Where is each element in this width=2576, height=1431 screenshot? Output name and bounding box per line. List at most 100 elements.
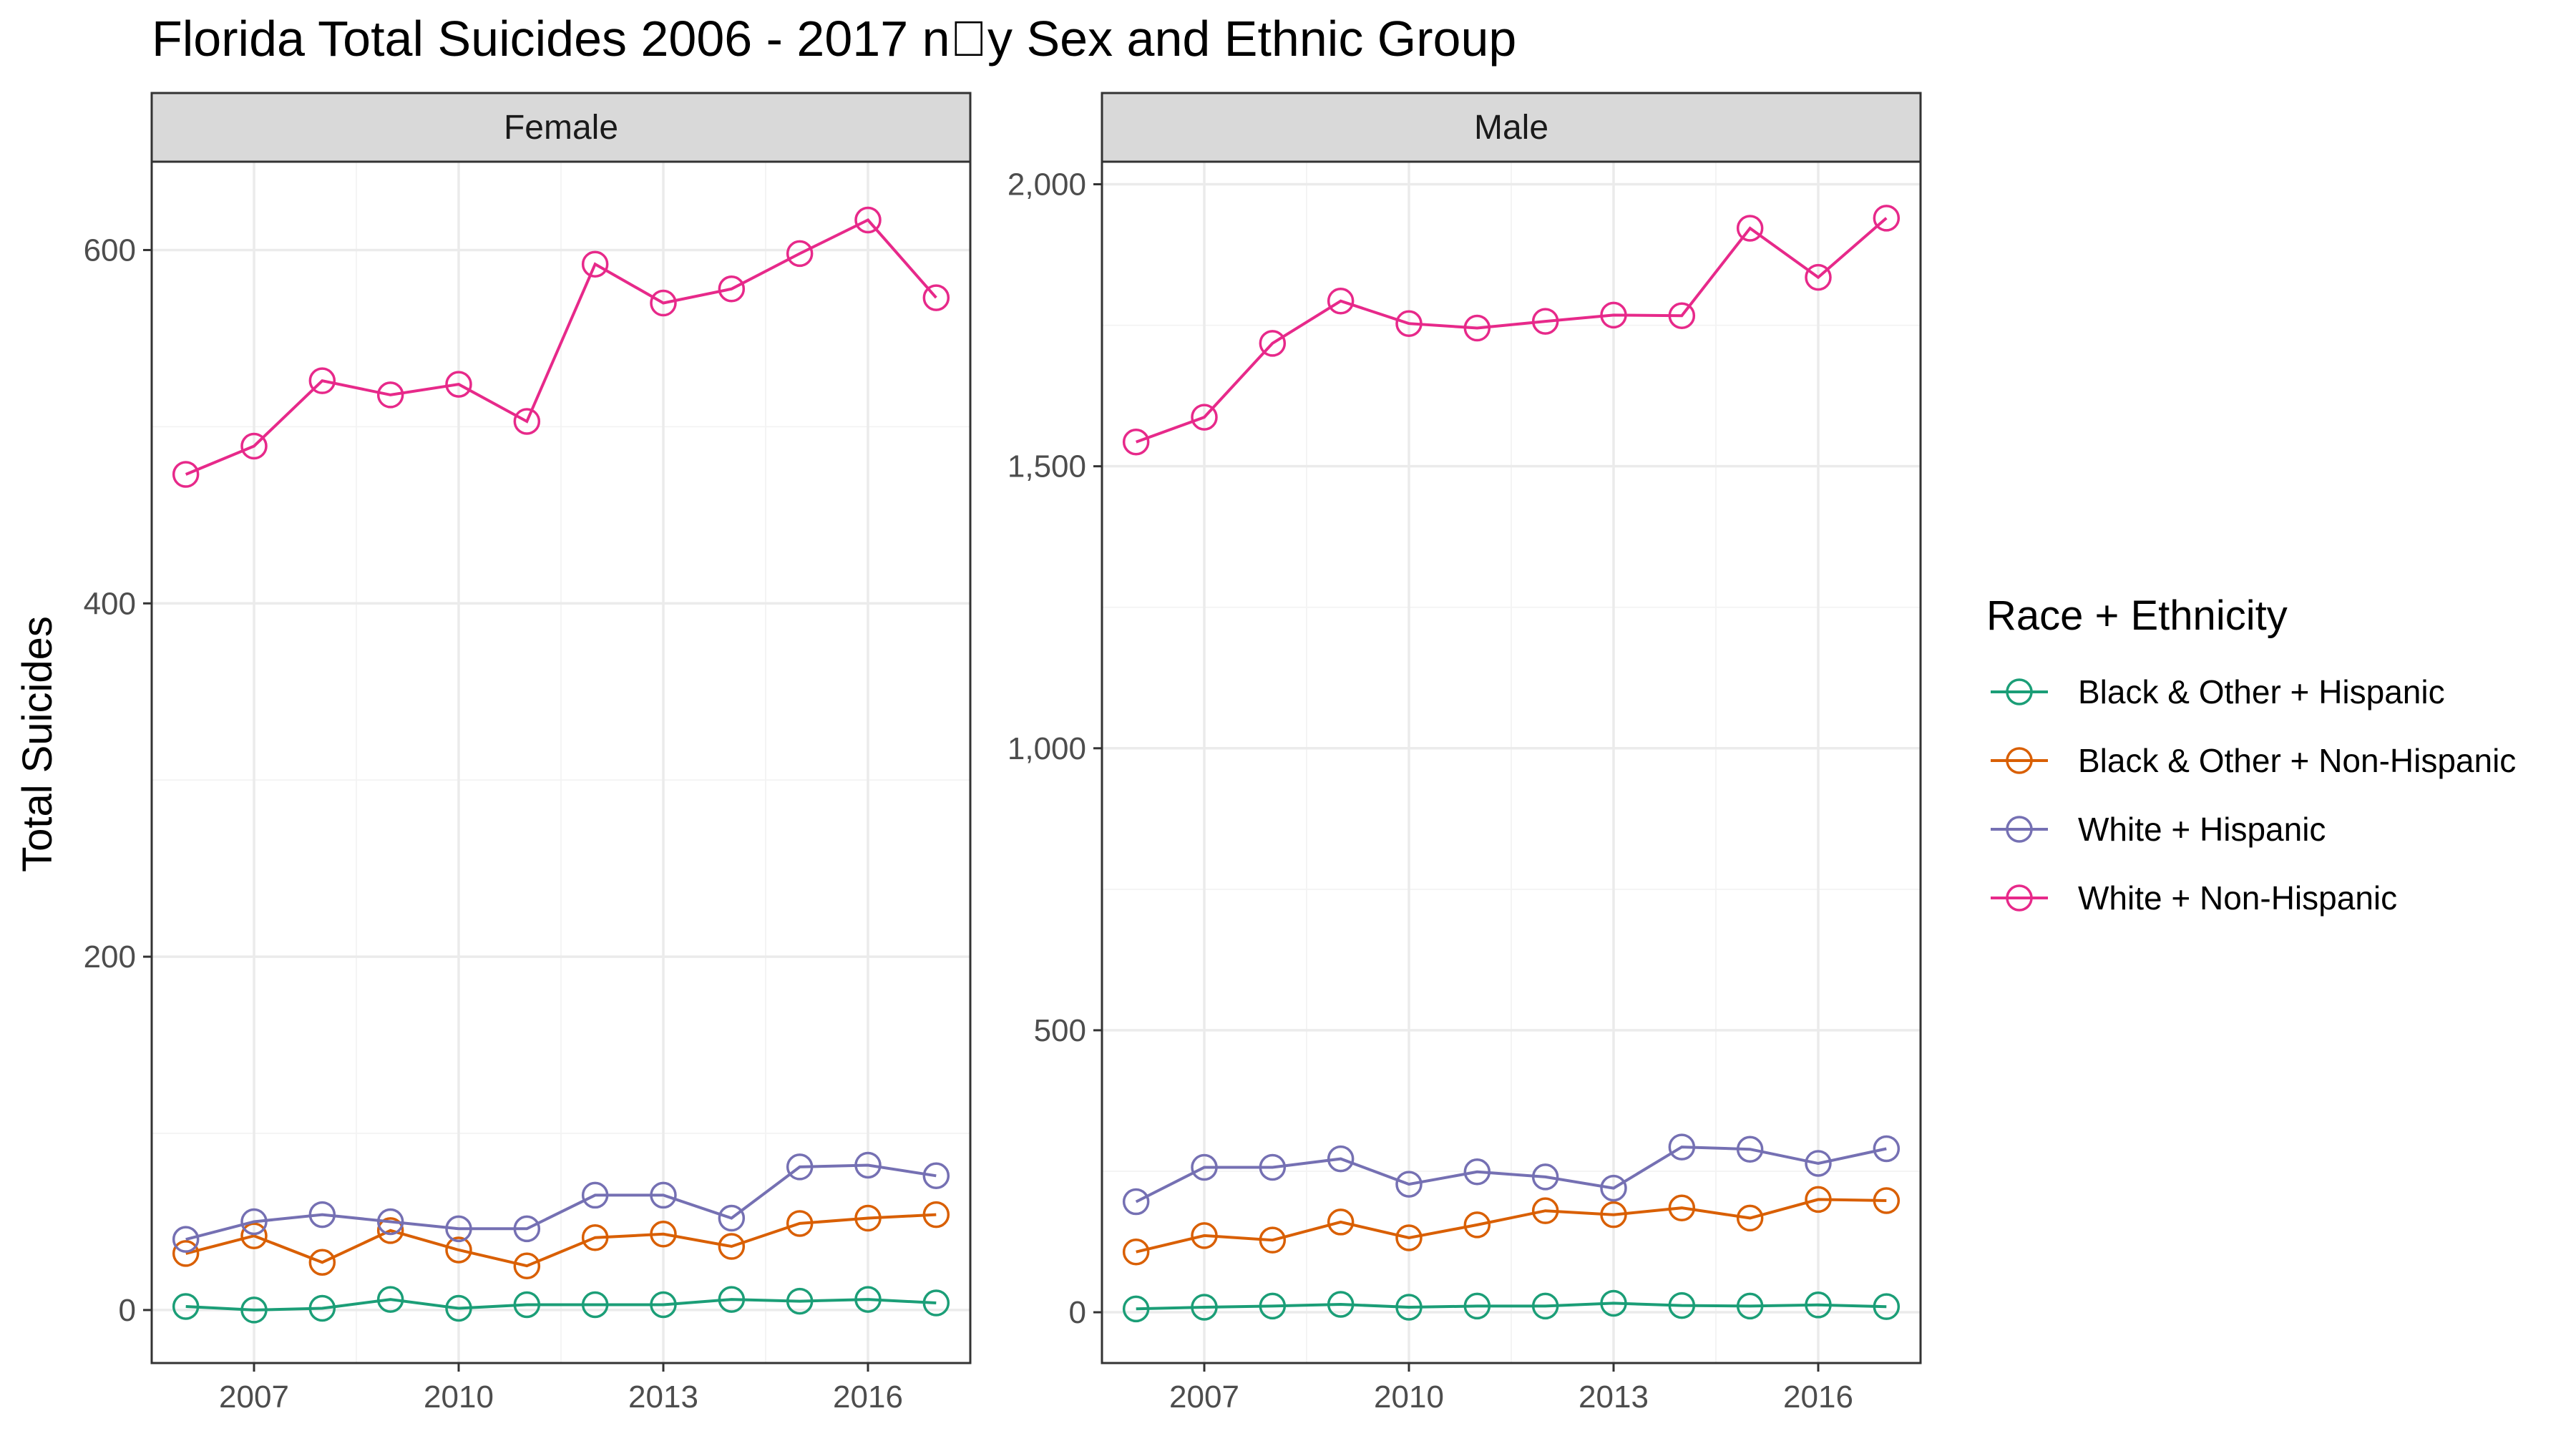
female-series-black-and-other-plus-non-hispanic-point xyxy=(172,1240,200,1267)
male-series-white-plus-hispanic-point xyxy=(1668,1133,1696,1161)
male-x-tick-label: 2007 xyxy=(1169,1379,1239,1415)
female-x-tick-label: 2007 xyxy=(219,1379,289,1415)
male-series-white-plus-non-hispanic-point xyxy=(1327,287,1355,315)
male-x-tick-label: 2013 xyxy=(1579,1379,1649,1415)
male-y-tick-label: 1,500 xyxy=(1008,449,1086,484)
male-series-black-and-other-plus-hispanic-point xyxy=(1327,1291,1355,1318)
female-x-tick-label: 2016 xyxy=(833,1379,903,1415)
female-series-white-plus-non-hispanic-point xyxy=(854,206,882,234)
male-series-white-plus-hispanic-point xyxy=(1736,1135,1764,1163)
male-series-black-and-other-plus-hispanic-point xyxy=(1259,1292,1287,1320)
male-series-white-plus-non-hispanic-point xyxy=(1191,404,1218,431)
legend-entry-white-plus-non-hispanic-label: White + Non-Hispanic xyxy=(2078,879,2397,917)
legend-entry-white-plus-hispanic-label: White + Hispanic xyxy=(2078,811,2326,848)
female-series-black-and-other-plus-hispanic-point xyxy=(513,1291,541,1319)
female-series-black-and-other-plus-non-hispanic-point xyxy=(445,1236,472,1264)
male-series-black-and-other-plus-non-hispanic-point xyxy=(1531,1197,1559,1224)
male-y-tick-label: 1,000 xyxy=(1008,731,1086,766)
female-series-black-and-other-plus-non-hispanic-point xyxy=(308,1249,336,1276)
female-series-white-plus-hispanic-point xyxy=(650,1181,677,1209)
female-series-white-plus-non-hispanic-point xyxy=(513,408,541,435)
male-series-black-and-other-plus-non-hispanic-point xyxy=(1259,1226,1287,1254)
male-series-black-and-other-plus-hispanic-point xyxy=(1736,1292,1764,1320)
female-series-white-plus-hispanic-point xyxy=(376,1208,404,1236)
male-series-black-and-other-plus-hispanic-point xyxy=(1395,1294,1423,1321)
male-series-black-and-other-plus-hispanic-point xyxy=(1191,1294,1218,1321)
female-series-black-and-other-plus-hispanic-point xyxy=(922,1289,950,1317)
female-series-white-plus-non-hispanic-point xyxy=(172,461,200,488)
male-series-white-plus-hispanic-point xyxy=(1259,1153,1287,1181)
male-strip xyxy=(1101,92,1922,163)
legend-entry-black-and-other-plus-hispanic-marker xyxy=(2006,678,2033,705)
male-series-black-and-other-plus-non-hispanic-point xyxy=(1395,1224,1423,1251)
male-series-black-and-other-plus-non-hispanic-point xyxy=(1463,1211,1491,1239)
male-series-white-plus-non-hispanic-point xyxy=(1463,314,1491,342)
female-series-black-and-other-plus-non-hispanic-point xyxy=(650,1221,677,1248)
female-series-white-plus-hispanic-point xyxy=(922,1162,950,1190)
male-series-black-and-other-plus-non-hispanic-point xyxy=(1668,1194,1696,1221)
male-series-black-and-other-plus-non-hispanic-point xyxy=(1600,1201,1627,1229)
female-series-black-and-other-plus-hispanic-point xyxy=(445,1294,472,1322)
male-series-white-plus-non-hispanic-point xyxy=(1805,263,1832,291)
male-series-white-plus-non-hispanic-point xyxy=(1395,310,1423,337)
female-y-tick-label: 0 xyxy=(119,1293,136,1328)
female-series-black-and-other-plus-non-hispanic-point xyxy=(922,1201,950,1229)
female-series-black-and-other-plus-non-hispanic-point xyxy=(581,1224,609,1251)
male-y-tick-label: 0 xyxy=(1069,1295,1086,1330)
male-series-black-and-other-plus-hispanic-point xyxy=(1600,1289,1627,1317)
legend-entry-white-plus-hispanic-marker xyxy=(2006,816,2033,843)
legend-entry-white-plus-non-hispanic-marker xyxy=(2006,884,2033,912)
male-series-white-plus-non-hispanic-point xyxy=(1600,301,1627,329)
female-series-black-and-other-plus-non-hispanic-point xyxy=(240,1222,268,1249)
y-axis-title: Total Suicides xyxy=(14,616,61,872)
female-series-white-plus-hispanic-point xyxy=(854,1151,882,1179)
male-series-white-plus-hispanic-point xyxy=(1327,1145,1355,1173)
female-y-tick-label: 600 xyxy=(84,233,136,268)
female-series-white-plus-hispanic-point xyxy=(581,1181,609,1209)
female-strip xyxy=(150,92,972,163)
male-series-white-plus-hispanic-point xyxy=(1122,1188,1150,1216)
male-series-white-plus-non-hispanic-point xyxy=(1122,429,1150,456)
male-series-black-and-other-plus-non-hispanic-point xyxy=(1327,1208,1355,1236)
female-series-white-plus-non-hispanic-point xyxy=(445,371,472,398)
female-series-white-plus-non-hispanic-point xyxy=(581,250,609,278)
male-series-white-plus-non-hispanic-line xyxy=(1136,217,1888,444)
female-x-tick-label: 2013 xyxy=(628,1379,698,1415)
male-x-tick-label: 2010 xyxy=(1374,1379,1444,1415)
female-series-black-and-other-plus-hispanic-point xyxy=(718,1286,746,1313)
female-series-white-plus-hispanic-point xyxy=(172,1226,200,1253)
panel-male: Male 0 500 1,000 1,500 2,000 2007 2010 2013 2016 xyxy=(1008,92,1922,1415)
female-series-white-plus-hispanic-point xyxy=(308,1201,336,1229)
legend-entry-black-and-other-plus-non-hispanic-marker xyxy=(2006,747,2033,774)
legend-entry-white-plus-non-hispanic: White + Non-Hispanic xyxy=(1991,879,2397,917)
female-series-white-plus-hispanic-point xyxy=(718,1204,746,1232)
female-y-tick-label: 400 xyxy=(84,586,136,621)
legend-entry-black-and-other-plus-non-hispanic-label: Black & Other + Non-Hispanic xyxy=(2078,742,2516,779)
chart-title: Florida Total Suicides 2006 - 2017 n y S… xyxy=(152,11,1516,67)
female-series-black-and-other-plus-non-hispanic-point xyxy=(513,1252,541,1279)
male-strip-label: Male xyxy=(1474,109,1548,147)
legend-title: Race + Ethnicity xyxy=(1986,592,2288,639)
female-series-black-and-other-plus-non-hispanic-point xyxy=(786,1210,814,1237)
female-series-white-plus-non-hispanic-point xyxy=(650,289,677,317)
male-series-white-plus-hispanic-point xyxy=(1191,1153,1218,1181)
female-series-black-and-other-plus-non-hispanic-point xyxy=(718,1233,746,1260)
male-x-tick-label: 2016 xyxy=(1783,1379,1853,1415)
female-series-white-plus-non-hispanic-point xyxy=(376,381,404,409)
male-series-white-plus-hispanic-point xyxy=(1600,1174,1627,1202)
male-y-tick-label: 2,000 xyxy=(1008,167,1086,202)
female-series-white-plus-hispanic-point xyxy=(786,1153,814,1181)
female-series-black-and-other-plus-hispanic-point xyxy=(240,1296,268,1324)
female-y-tick-label: 200 xyxy=(84,939,136,975)
female-series-black-and-other-plus-hispanic-point xyxy=(854,1286,882,1313)
female-series-white-plus-non-hispanic-point xyxy=(786,240,814,268)
female-series-black-and-other-plus-hispanic-point xyxy=(172,1293,200,1320)
male-series-black-and-other-plus-non-hispanic-point xyxy=(1122,1238,1150,1266)
female-series-white-plus-non-hispanic-point xyxy=(240,432,268,460)
female-series-black-and-other-plus-hispanic-point xyxy=(650,1291,677,1319)
male-series-black-and-other-plus-non-hispanic-point xyxy=(1191,1222,1218,1249)
male-series-white-plus-hispanic-point xyxy=(1395,1171,1423,1198)
legend-entry-white-plus-hispanic: White + Hispanic xyxy=(1991,811,2326,848)
male-series-white-plus-hispanic-point xyxy=(1873,1135,1901,1163)
female-strip-label: Female xyxy=(504,109,618,147)
